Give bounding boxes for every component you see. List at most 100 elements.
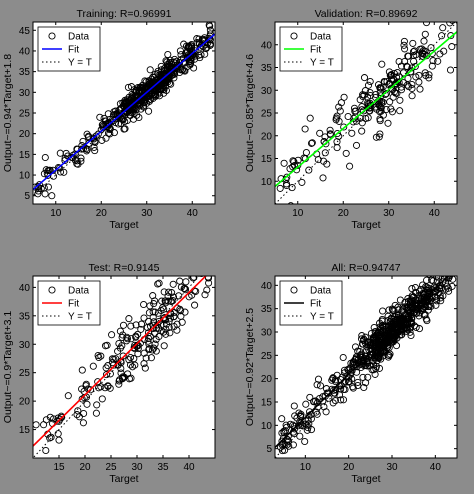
data-point xyxy=(118,104,126,112)
data-point xyxy=(120,373,128,381)
data-point xyxy=(392,73,401,81)
data-point xyxy=(98,136,106,144)
data-point xyxy=(447,32,455,40)
data-point xyxy=(359,358,367,366)
data-point xyxy=(155,332,163,341)
data-point xyxy=(400,41,408,49)
x-tick-label: 40 xyxy=(430,462,442,473)
data-point xyxy=(392,319,400,327)
y-tick-label: 10 xyxy=(19,171,31,182)
data-point xyxy=(115,380,123,388)
x-axis-label: Target xyxy=(351,473,380,485)
data-point xyxy=(399,317,407,325)
data-point xyxy=(392,89,400,97)
data-point xyxy=(400,37,408,45)
data-point xyxy=(396,296,404,304)
data-point xyxy=(298,178,306,186)
x-tick-label: 40 xyxy=(187,208,199,219)
data-point xyxy=(129,104,137,112)
data-point xyxy=(340,93,348,101)
data-point xyxy=(206,22,214,30)
y-tick-label: 25 xyxy=(19,368,31,379)
data-point xyxy=(155,92,164,100)
legend: Data Fit Y = T xyxy=(37,280,101,326)
data-point xyxy=(423,276,431,284)
y-tick-label: 20 xyxy=(261,374,273,385)
data-point xyxy=(147,354,155,362)
data-point xyxy=(134,350,142,358)
data-point xyxy=(449,13,455,19)
y-tick-label: 5 xyxy=(24,191,30,202)
data-point xyxy=(301,420,310,428)
legend-marker-data xyxy=(290,286,298,294)
data-point xyxy=(167,62,175,71)
data-point xyxy=(140,314,148,322)
data-point xyxy=(449,268,455,274)
data-point xyxy=(399,305,407,313)
data-point xyxy=(289,421,297,429)
data-point xyxy=(384,316,392,325)
y-tick-label: 15 xyxy=(261,154,273,165)
data-point xyxy=(141,364,149,372)
data-point xyxy=(404,74,412,82)
data-point xyxy=(380,349,388,357)
data-point xyxy=(56,149,64,157)
y-tick-label: 45 xyxy=(19,26,31,37)
data-point xyxy=(382,105,390,114)
data-point xyxy=(423,286,431,294)
data-point xyxy=(408,285,416,293)
data-point xyxy=(387,105,395,113)
data-point xyxy=(197,41,205,49)
data-point xyxy=(150,324,158,332)
data-point xyxy=(296,432,304,440)
x-tick-label: 20 xyxy=(79,462,91,473)
data-point xyxy=(54,163,62,172)
data-point xyxy=(95,353,103,362)
data-point xyxy=(200,266,206,272)
legend: Data Fit Y = T xyxy=(279,26,343,72)
data-point xyxy=(425,74,433,82)
data-points xyxy=(33,22,214,200)
data-point xyxy=(176,68,184,77)
data-point xyxy=(401,45,409,53)
data-point xyxy=(329,399,337,407)
data-point xyxy=(448,43,456,51)
data-point xyxy=(356,96,364,104)
data-point xyxy=(146,66,154,74)
data-point xyxy=(129,115,138,123)
y-tick-label: 20 xyxy=(261,131,273,142)
data-point xyxy=(306,408,314,416)
data-point xyxy=(438,32,446,40)
data-point xyxy=(358,332,366,340)
x-axis-label: Target xyxy=(109,219,138,231)
data-point xyxy=(351,113,359,121)
data-point xyxy=(127,374,135,382)
data-point xyxy=(280,159,288,167)
y-tick-label: 15 xyxy=(261,398,273,409)
data-point xyxy=(283,181,291,190)
data-point xyxy=(446,66,455,74)
data-point xyxy=(371,344,379,352)
data-point xyxy=(198,276,205,278)
data-point xyxy=(78,366,86,374)
data-point xyxy=(363,346,371,354)
data-point xyxy=(326,126,334,134)
legend-marker-data xyxy=(290,32,298,40)
x-tick-label: 35 xyxy=(157,462,169,473)
data-point xyxy=(34,183,42,191)
data-point xyxy=(425,71,433,79)
data-point xyxy=(79,419,87,427)
data-point xyxy=(354,378,362,386)
data-point xyxy=(306,393,314,401)
legend-label: Fit xyxy=(310,45,321,56)
data-point xyxy=(34,187,42,195)
data-point xyxy=(177,307,185,315)
x-tick-label: 20 xyxy=(343,462,355,473)
data-point xyxy=(191,301,199,309)
x-tick-label: 10 xyxy=(50,208,62,219)
data-point xyxy=(419,281,427,289)
y-tick-label: 10 xyxy=(261,177,273,188)
data-point xyxy=(118,333,126,341)
data-point xyxy=(144,337,152,345)
